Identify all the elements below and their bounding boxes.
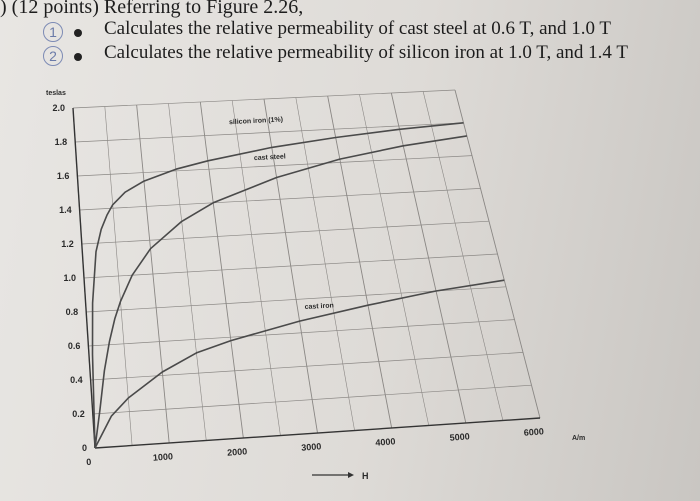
grid-line-horizontal [81,220,490,245]
x-tick-label: 5000 [449,431,470,442]
x-tick-labels: 0 1000 2000 3000 4000 5000 6000 [86,426,544,467]
x-tick-label: 6000 [523,426,544,437]
y-tick-labels: 0 0.2 0.4 0.6 0.8 1.0 1.2 1.4 1.6 1.8 2.0 [52,103,87,453]
series-label: cast steel [254,153,286,162]
x-tick-label: 4000 [375,436,396,447]
grid-line-horizontal [79,188,481,211]
y-tick-label: 0.8 [66,307,79,317]
y-tick-label: 1.6 [57,171,70,181]
grid [72,89,541,449]
y-tick-label: 0.6 [68,341,81,351]
item-2-marker: 2 [43,46,63,66]
y-tick-label: 1.2 [61,239,74,249]
series-line-silicon-iron [91,122,464,449]
question-item-2: Calculates the relative permeability of … [104,42,628,63]
y-tick-label: 0.2 [72,409,85,419]
grid-line-horizontal [83,253,498,279]
x-axis-line [94,417,541,449]
y-axis-label: teslas [46,90,66,97]
grid-line-horizontal [92,384,532,415]
series-line-cast-iron [94,279,505,449]
h-arrow-icon [348,472,354,478]
x-axis-label: H [362,471,369,481]
grid-line-horizontal [90,352,524,381]
grid-line-horizontal [75,122,464,143]
grid-line-horizontal [77,155,473,177]
question-header: ) (12 points) Referring to Figure 2.26, [0,0,304,18]
x-axis-unit: A/m [572,435,585,442]
curve-labels: silicon iron (1%) cast steel cast iron [229,116,334,311]
series-label: silicon iron (1%) [229,116,283,126]
series-label: cast iron [304,302,334,311]
x-tick-label: 3000 [301,441,322,452]
x-tick-label: 0 [86,457,92,467]
question-item-1: Calculates the relative permeability of … [104,18,612,39]
y-tick-label: 2.0 [52,103,65,113]
x-tick-label: 1000 [153,451,174,462]
grid-line-horizontal [72,89,456,109]
grid-line-horizontal [88,319,515,347]
y-tick-label: 0.4 [70,375,83,385]
y-axis-line [72,107,96,449]
y-tick-label: 0 [82,443,87,453]
axes [72,107,541,449]
y-tick-label: 1.0 [63,273,76,283]
item-1-marker: 1 [43,22,63,42]
curves [91,122,505,449]
bullet-icon [74,29,82,37]
y-tick-label: 1.4 [59,205,72,215]
bullet-icon [74,53,82,61]
series-line-cast-steel [94,135,468,449]
y-tick-label: 1.8 [55,137,68,147]
x-tick-label: 2000 [227,446,248,457]
